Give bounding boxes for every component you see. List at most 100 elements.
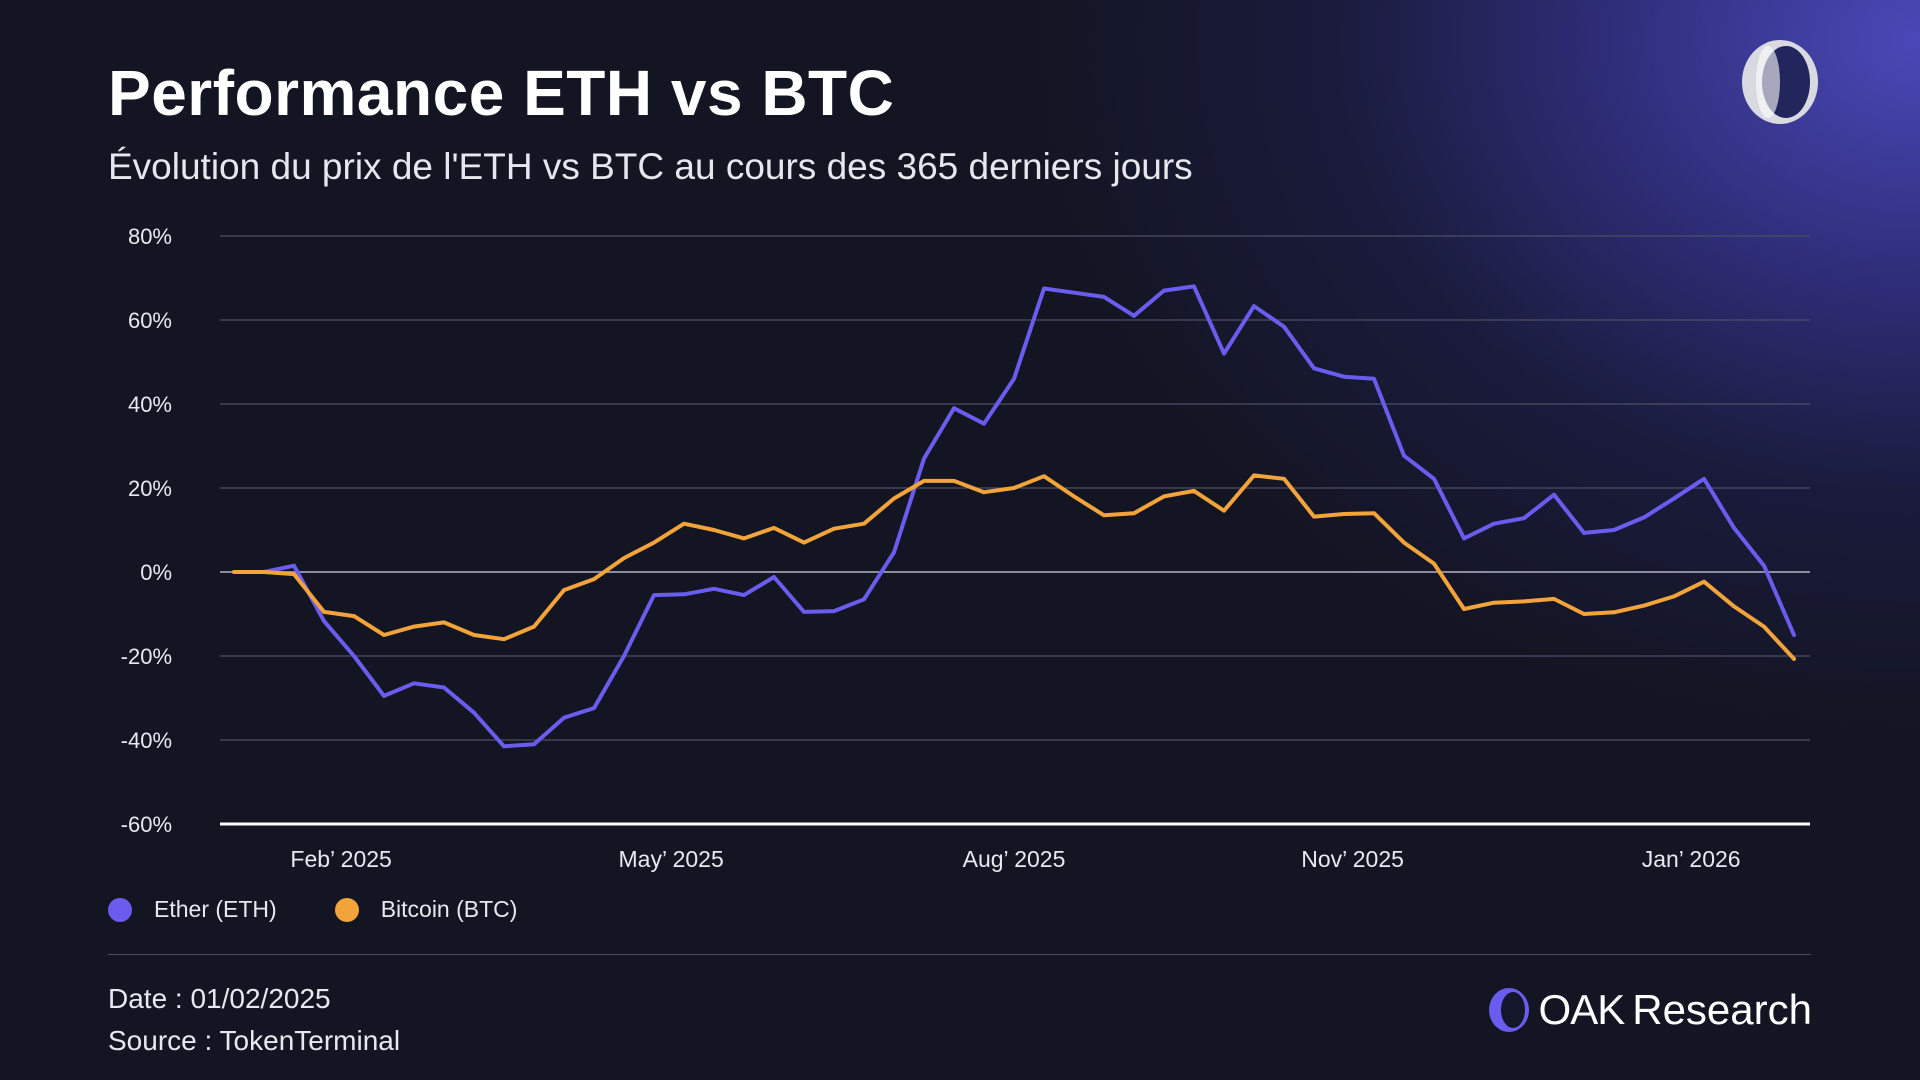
data-point-btc — [292, 572, 296, 576]
data-point-eth — [1042, 286, 1046, 291]
data-point-btc — [1402, 540, 1406, 545]
data-point-btc — [1432, 561, 1436, 566]
data-point-btc — [1492, 600, 1496, 605]
data-point-eth — [742, 593, 746, 597]
data-point-eth — [1132, 314, 1136, 318]
data-point-btc — [232, 570, 236, 574]
oak-logo-icon — [1742, 40, 1818, 124]
y-tick-label: 60% — [128, 308, 172, 333]
legend-item-btc[interactable]: Bitcoin (BTC) — [334, 896, 518, 923]
data-point-btc — [1462, 607, 1466, 611]
y-tick-label: -60% — [121, 812, 172, 837]
data-point-eth — [382, 694, 386, 698]
y-tick-label: -20% — [121, 644, 172, 669]
data-point-eth — [802, 610, 806, 614]
data-point-eth — [1342, 374, 1346, 379]
data-point-btc — [1042, 474, 1046, 479]
data-point-eth — [652, 593, 656, 597]
data-point-btc — [1072, 494, 1076, 499]
data-point-btc — [592, 577, 596, 581]
data-point-btc — [622, 556, 626, 560]
data-point-btc — [1792, 657, 1796, 661]
data-point-btc — [862, 521, 866, 526]
data-point-eth — [1792, 633, 1796, 637]
data-point-btc — [1702, 579, 1706, 584]
data-point-btc — [1732, 604, 1736, 609]
data-point-eth — [1282, 324, 1286, 329]
page-title: Performance ETH vs BTC — [108, 57, 895, 129]
x-tick-label: Feb’ 2025 — [290, 846, 391, 872]
data-point-btc — [922, 479, 926, 483]
data-point-btc — [262, 570, 266, 574]
btc-dot-icon — [334, 897, 359, 922]
data-point-btc — [1642, 603, 1646, 608]
data-point-eth — [832, 609, 836, 613]
data-point-btc — [1762, 624, 1766, 629]
data-point-eth — [682, 592, 686, 597]
data-point-btc — [682, 521, 686, 526]
legend-label-btc: Bitcoin (BTC) — [380, 896, 518, 922]
data-point-eth — [1522, 516, 1526, 521]
data-point-eth — [1012, 377, 1016, 381]
data-point-eth — [352, 654, 356, 658]
source-text: Source : TokenTerminal — [108, 1025, 401, 1056]
brand-name-rest: Research — [1632, 986, 1812, 1033]
line-chart: 80% 60% 40% 20% 0% -20% -40% -60% Feb’ 2025 May’ … — [121, 224, 1810, 872]
data-point-eth — [1312, 366, 1316, 371]
data-point-eth — [1102, 295, 1106, 299]
data-point-btc — [502, 637, 506, 641]
eth-dot-icon — [108, 897, 132, 922]
brand-logo: OAK Research — [1487, 986, 1812, 1034]
data-point-btc — [1372, 511, 1376, 515]
data-point-eth — [982, 421, 986, 426]
data-point-btc — [1582, 612, 1586, 616]
data-point-eth — [442, 685, 446, 690]
data-point-btc — [1012, 486, 1016, 490]
legend: Ether (ETH) Bitcoin (BTC) — [108, 896, 517, 923]
data-point-eth — [1672, 496, 1676, 501]
data-point-eth — [862, 597, 866, 602]
data-point-eth — [1402, 453, 1406, 458]
y-tick-label: -40% — [121, 728, 172, 753]
data-point-btc — [352, 614, 356, 618]
data-point-eth — [1762, 563, 1766, 568]
data-point-eth — [1072, 290, 1076, 295]
brand-name-bold: OAK — [1538, 986, 1626, 1033]
data-point-btc — [1282, 476, 1286, 481]
data-point-btc — [1192, 489, 1196, 493]
footer-divider — [108, 954, 1811, 955]
data-point-btc — [532, 624, 536, 629]
y-tick-label: 20% — [128, 476, 172, 501]
data-point-btc — [382, 633, 386, 637]
data-point-eth — [1192, 284, 1196, 289]
data-point-eth — [1222, 351, 1226, 356]
data-point-eth — [1612, 528, 1616, 532]
data-point-btc — [1222, 508, 1226, 513]
data-point-eth — [502, 744, 506, 749]
data-point-btc — [652, 540, 656, 545]
data-point-eth — [1432, 476, 1436, 481]
data-point-btc — [1522, 599, 1526, 604]
data-point-eth — [1162, 288, 1166, 293]
data-point-eth — [1552, 492, 1556, 497]
data-point-eth — [772, 575, 776, 579]
data-point-eth — [562, 715, 566, 720]
data-point-eth — [322, 619, 326, 623]
series-line-eth — [232, 284, 1796, 749]
data-point-btc — [1132, 511, 1136, 515]
data-point-btc — [982, 490, 986, 495]
data-point-eth — [1462, 536, 1466, 541]
data-point-eth — [292, 563, 296, 568]
x-tick-label: Aug’ 2025 — [963, 846, 1066, 872]
data-point-btc — [742, 536, 746, 541]
data-point-eth — [1732, 526, 1736, 530]
data-point-eth — [1372, 377, 1376, 381]
data-point-btc — [412, 624, 416, 629]
data-point-btc — [802, 540, 806, 545]
data-point-btc — [1252, 473, 1256, 478]
x-tick-label: Nov’ 2025 — [1301, 846, 1404, 872]
data-point-btc — [322, 610, 326, 614]
x-tick-label: May’ 2025 — [619, 846, 724, 872]
data-point-eth — [712, 587, 716, 591]
legend-item-eth[interactable]: Ether (ETH) — [108, 896, 277, 923]
